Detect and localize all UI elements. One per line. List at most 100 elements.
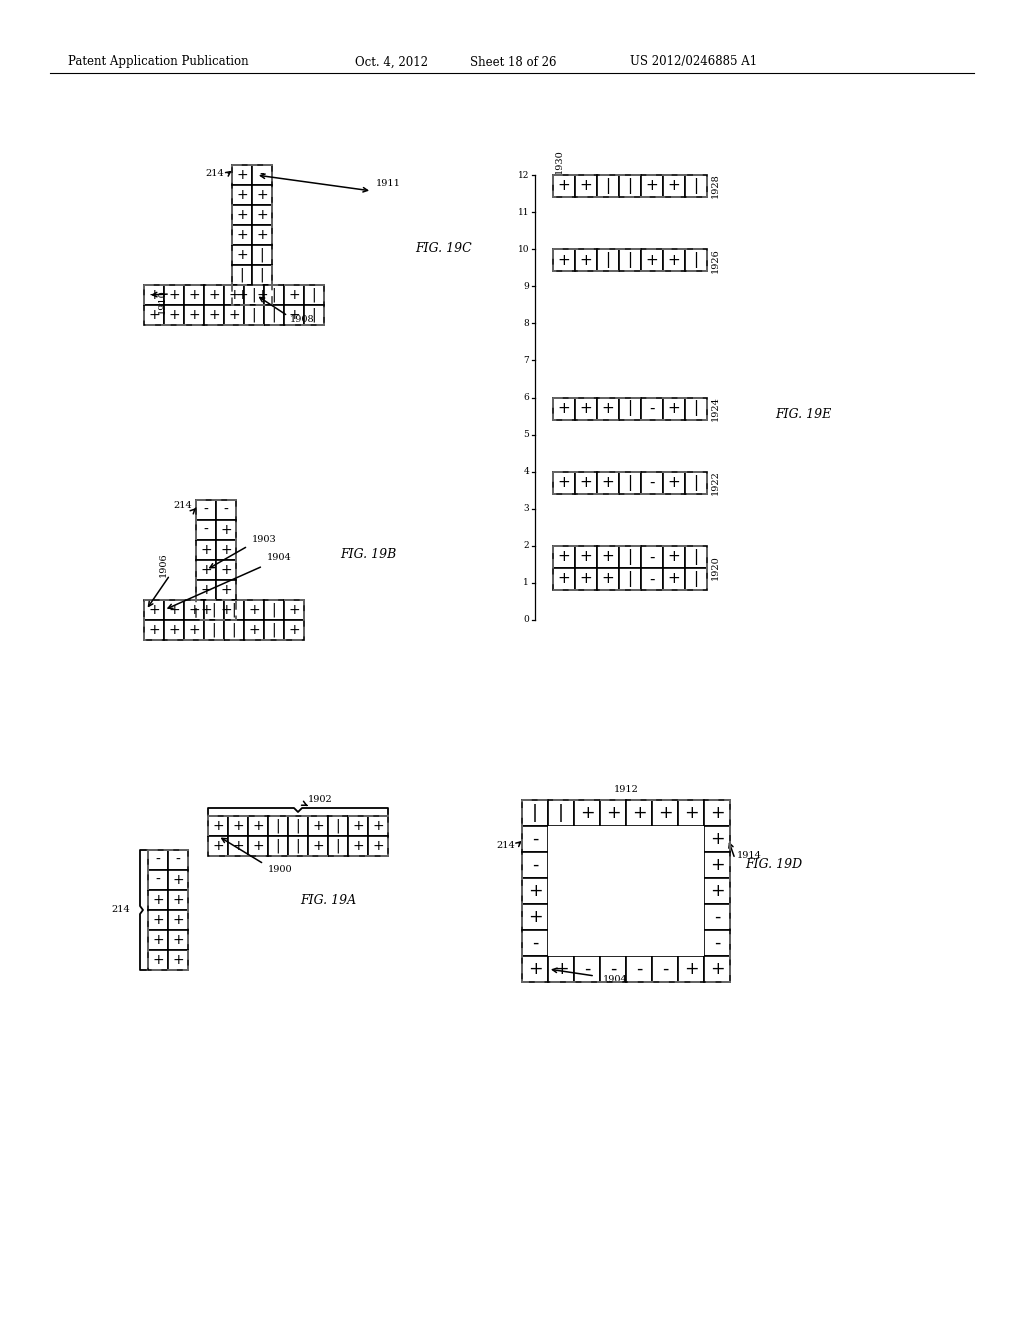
Text: 1914: 1914 [737,850,762,859]
Bar [600,800,626,826]
Text: +: + [580,804,594,822]
Text: +: + [288,623,300,638]
Bar [348,836,368,855]
Bar [196,500,236,620]
Text: |: | [311,288,316,302]
Text: -: - [714,935,720,952]
Text: |: | [252,288,256,302]
Bar [553,176,707,197]
Bar [685,471,707,494]
Bar [144,285,324,325]
Bar [168,850,188,870]
Text: -: - [531,935,539,952]
Text: 1908: 1908 [290,315,314,325]
Bar [522,800,730,982]
Bar [705,800,730,826]
Bar [264,601,284,620]
Text: +: + [256,187,268,202]
Text: +: + [645,178,658,194]
Text: +: + [256,209,268,222]
Text: 3: 3 [523,504,529,513]
Bar [204,285,224,305]
Text: |: | [240,268,245,282]
Bar [224,601,244,620]
Bar [663,176,685,197]
Bar [204,620,224,640]
Text: |: | [275,838,281,853]
Text: |: | [628,252,633,268]
Bar [232,224,252,246]
Text: +: + [288,603,300,616]
Bar [288,836,308,855]
Text: 1911: 1911 [376,178,400,187]
Text: +: + [172,953,184,968]
Bar [264,305,284,325]
Text: |: | [252,308,256,322]
Bar [553,568,575,590]
Text: -: - [259,168,264,182]
Text: +: + [148,308,160,322]
Bar [168,870,188,890]
Bar [626,956,652,982]
Bar [168,890,188,909]
Text: +: + [256,288,268,302]
Bar [685,546,707,568]
Text: +: + [645,252,658,268]
Bar [216,560,236,579]
Bar [216,601,236,620]
Text: +: + [668,252,680,268]
Bar [705,826,730,851]
Bar [626,800,652,826]
Text: 8: 8 [523,319,529,327]
Bar [252,265,272,285]
Text: +: + [237,187,248,202]
Text: 7: 7 [523,356,529,364]
Text: |: | [275,818,281,833]
Bar [264,620,284,640]
Bar [216,520,236,540]
Bar [232,265,252,285]
Text: +: + [228,288,240,302]
Bar [168,909,188,931]
Bar [641,546,663,568]
Text: +: + [668,549,680,565]
Bar [618,249,641,271]
Text: +: + [252,840,264,853]
Text: |: | [693,549,698,565]
Text: |: | [532,804,538,822]
Text: |: | [558,804,564,822]
Bar [575,176,597,197]
Text: |: | [628,178,633,194]
Bar [548,956,574,982]
Bar [575,249,597,271]
Text: +: + [237,168,248,182]
Text: +: + [228,308,240,322]
Text: +: + [710,804,724,822]
Bar [244,601,264,620]
Bar [663,546,685,568]
Text: |: | [628,475,633,491]
Bar [164,285,184,305]
Text: FIG. 19E: FIG. 19E [775,408,831,421]
Text: +: + [527,960,543,978]
Text: +: + [220,543,231,557]
Bar [232,246,252,265]
Bar [284,305,304,325]
Text: |: | [212,603,216,618]
Bar [164,620,184,640]
Bar [663,568,685,590]
Bar [652,800,678,826]
Bar [663,397,685,420]
Text: +: + [710,830,724,847]
Bar [148,931,168,950]
Text: -: - [610,960,616,978]
Text: |: | [336,838,340,853]
Bar [641,568,663,590]
Text: |: | [693,400,698,417]
Text: US 2012/0246885 A1: US 2012/0246885 A1 [630,55,757,69]
Text: -: - [584,960,590,978]
Text: 0: 0 [523,615,529,624]
Text: -: - [649,572,654,586]
Text: +: + [200,543,212,557]
Bar [208,816,388,855]
